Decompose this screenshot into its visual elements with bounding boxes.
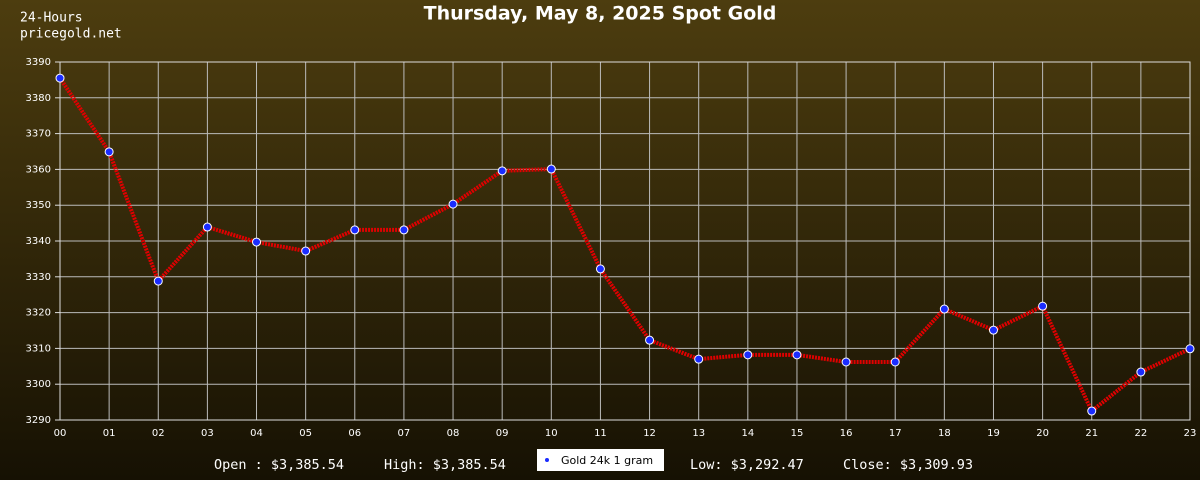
stat-close: Close: $3,309.93	[843, 457, 973, 473]
data-point	[645, 335, 655, 345]
x-tick-label: 12	[643, 428, 656, 439]
data-point	[55, 73, 65, 83]
x-tick-label: 05	[299, 428, 312, 439]
y-tick-label: 3380	[26, 93, 51, 104]
x-tick-label: 08	[447, 428, 460, 439]
data-point	[595, 264, 605, 274]
stat-high: High: $3,385.54	[384, 457, 506, 473]
legend-label: Gold 24k 1 gram	[561, 454, 653, 467]
y-tick-label: 3370	[26, 129, 51, 140]
x-tick-label: 17	[889, 428, 902, 439]
x-tick-label: 23	[1184, 428, 1197, 439]
chart-title: Thursday, May 8, 2025 Spot Gold	[424, 3, 777, 25]
data-point	[252, 237, 262, 247]
data-point	[153, 276, 163, 286]
data-point	[1038, 301, 1048, 311]
x-tick-label: 01	[103, 428, 116, 439]
series	[55, 73, 1195, 416]
series-line	[58, 77, 1191, 415]
x-tick-label: 09	[496, 428, 509, 439]
y-tick-label: 3340	[26, 236, 51, 247]
data-point	[202, 222, 212, 232]
x-tick-label: 16	[840, 428, 853, 439]
x-tick-label: 18	[938, 428, 951, 439]
data-point	[104, 147, 114, 157]
x-tick-label: 03	[201, 428, 214, 439]
x-tick-label: 06	[348, 428, 361, 439]
x-tick-label: 07	[398, 428, 411, 439]
stat-open: Open : $3,385.54	[214, 457, 344, 473]
data-point	[939, 304, 949, 314]
x-tick-label: 10	[545, 428, 558, 439]
x-tick-label: 19	[987, 428, 1000, 439]
x-tick-label: 00	[54, 428, 67, 439]
x-tick-label: 11	[594, 428, 607, 439]
x-tick-label: 15	[791, 428, 804, 439]
stat-low: Low: $3,292.47	[690, 457, 804, 473]
data-point	[743, 350, 753, 360]
data-point	[546, 164, 556, 174]
data-point	[792, 350, 802, 360]
data-point	[1185, 344, 1195, 354]
y-tick-label: 3390	[26, 57, 51, 68]
y-tick-label: 3300	[26, 379, 51, 390]
corner-label: pricegold.net	[20, 27, 122, 42]
x-tick-label: 13	[692, 428, 705, 439]
data-point	[1087, 406, 1097, 416]
x-tick-label: 14	[741, 428, 754, 439]
y-tick-label: 3330	[26, 272, 51, 283]
legend-marker	[545, 458, 549, 462]
plot-border	[59, 61, 1191, 421]
data-point	[448, 199, 458, 209]
data-point	[694, 354, 704, 364]
data-point	[399, 225, 409, 235]
data-point	[1136, 367, 1146, 377]
x-tick-label: 21	[1085, 428, 1098, 439]
data-point	[350, 225, 360, 235]
y-tick-label: 3360	[26, 164, 51, 175]
data-point	[841, 357, 851, 367]
x-tick-label: 02	[152, 428, 165, 439]
corner-label: 24-Hours	[20, 11, 83, 26]
y-tick-label: 3290	[26, 415, 51, 426]
x-tick-label: 04	[250, 428, 263, 439]
data-point	[988, 325, 998, 335]
x-tick-label: 20	[1036, 428, 1049, 439]
legend-box	[537, 449, 664, 471]
y-tick-label: 3320	[26, 308, 51, 319]
data-point	[497, 166, 507, 176]
x-tick-label: 22	[1135, 428, 1148, 439]
data-point	[301, 246, 311, 256]
y-tick-label: 3350	[26, 200, 51, 211]
y-tick-label: 3310	[26, 343, 51, 354]
data-point	[890, 357, 900, 367]
